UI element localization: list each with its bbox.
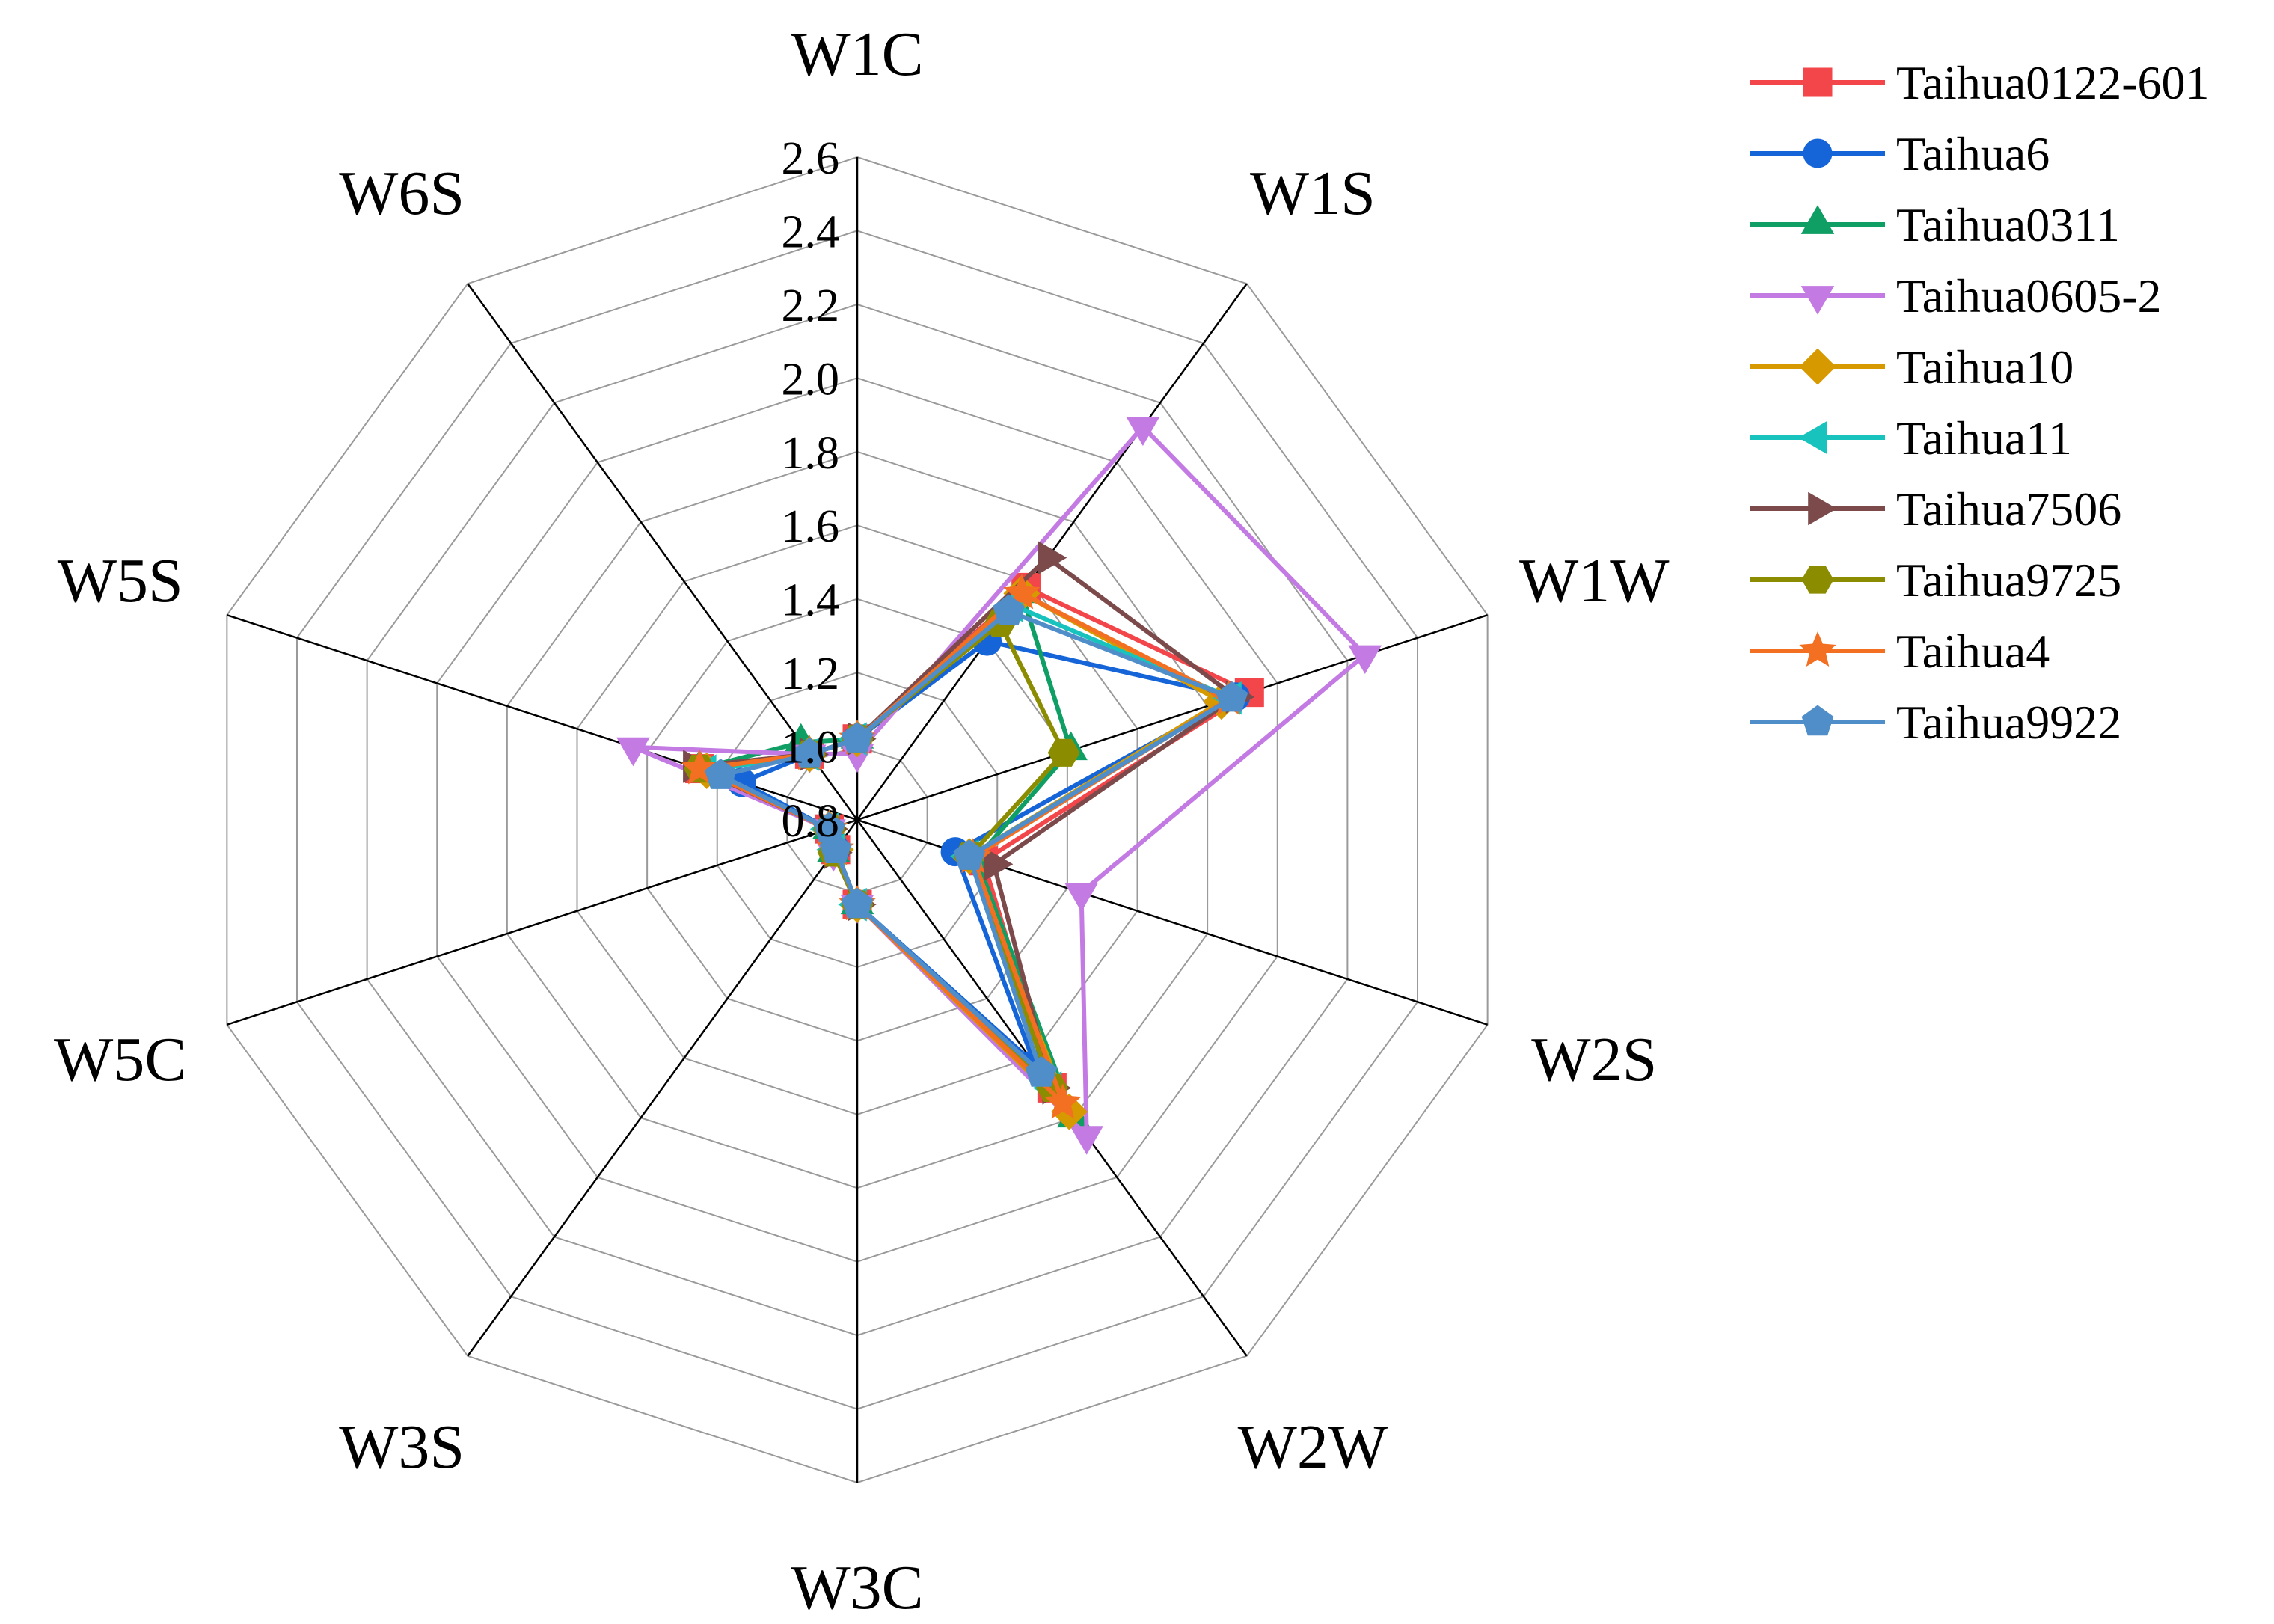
point-taihua4-w2w	[1044, 1083, 1082, 1119]
point-taihua9922-w1s	[993, 594, 1025, 625]
legend-marker-taihua7506	[1808, 491, 1837, 526]
axis-label-w5s: W5S	[58, 546, 183, 616]
legend-marker-taihua0311	[1800, 205, 1835, 234]
spoke-w5c	[226, 818, 858, 1026]
point-taihua0605-2-w5s	[616, 737, 650, 767]
radar-axis-labels: W1C W1S W1W W2S W2W W3C W3S W5C W5S W6S	[54, 19, 1670, 1623]
legend-marker-taihua0122-601	[1803, 67, 1833, 97]
tick-label-2-2: 2.2	[782, 281, 840, 331]
tick-label-1-0: 1.0	[782, 723, 840, 773]
legend-item-taihua9922: Taihua9922	[1750, 696, 2121, 749]
legend-item-taihua9725: Taihua9725	[1750, 554, 2121, 607]
tick-label-1-8: 1.8	[782, 428, 840, 479]
point-taihua9922-w1c	[841, 722, 874, 753]
point-taihua9922-w6s	[794, 737, 826, 768]
legend-item-taihua10: Taihua10	[1750, 340, 2074, 393]
legend-label-taihua9922: Taihua9922	[1896, 696, 2121, 749]
spoke-w5s	[226, 614, 858, 821]
legend-marker-taihua9725	[1801, 566, 1834, 594]
axis-label-w6s: W6S	[339, 159, 465, 228]
legend-item-taihua11: Taihua11	[1750, 411, 2072, 465]
legend-marker-taihua0605-2	[1800, 286, 1835, 315]
point-taihua0605-2-w2w	[1070, 1126, 1103, 1155]
legend-label-taihua11: Taihua11	[1896, 411, 2072, 465]
tick-label-1-2: 1.2	[782, 649, 840, 699]
point-taihua9922-w5s	[705, 759, 737, 789]
legend-label-taihua0311: Taihua0311	[1896, 198, 2120, 251]
point-taihua9922-w2s	[953, 839, 986, 870]
legend-label-taihua0605-2: Taihua0605-2	[1896, 269, 2162, 322]
legend: Taihua0122-601 Taihua6 Taihua0311 Taihua060…	[1750, 56, 2210, 749]
axis-label-w1w: W1W	[1519, 546, 1670, 616]
axis-label-w2w: W2W	[1238, 1412, 1388, 1482]
axis-label-w3c: W3C	[791, 1553, 923, 1623]
point-taihua0605-2-w2s	[1064, 883, 1098, 912]
point-taihua7506-w2s	[984, 848, 1014, 881]
legend-marker-taihua6	[1803, 138, 1833, 168]
legend-label-taihua10: Taihua10	[1896, 340, 2074, 393]
point-taihua9725-w1w	[1047, 738, 1080, 767]
tick-label-2-0: 2.0	[782, 354, 840, 405]
legend-item-taihua6: Taihua6	[1750, 127, 2050, 180]
legend-label-taihua7506: Taihua7506	[1896, 482, 2121, 536]
point-taihua9922-w2w	[1025, 1055, 1058, 1087]
axis-label-w2s: W2S	[1531, 1025, 1657, 1094]
tick-label-0-8: 0.8	[782, 796, 840, 847]
legend-marker-taihua10	[1799, 348, 1836, 385]
radar-series	[616, 417, 1382, 1155]
legend-label-taihua0122-601: Taihua0122-601	[1896, 56, 2210, 109]
series-taihua9922	[705, 594, 1248, 1087]
legend-label-taihua6: Taihua6	[1896, 127, 2050, 180]
point-taihua0605-2-w1s	[1126, 417, 1160, 447]
tick-label-1-6: 1.6	[782, 501, 840, 552]
point-taihua0605-2-w1w	[1348, 645, 1382, 675]
legend-item-taihua0311: Taihua0311	[1750, 198, 2120, 251]
spoke-w1w	[856, 614, 1489, 821]
tick-label-1-4: 1.4	[782, 575, 840, 626]
legend-item-taihua7506: Taihua7506	[1750, 482, 2121, 536]
legend-marker-taihua11	[1798, 420, 1827, 455]
legend-item-taihua0122-601: Taihua0122-601	[1750, 56, 2210, 109]
legend-marker-taihua4	[1799, 631, 1836, 667]
point-taihua9922-w1w	[1216, 681, 1248, 712]
tick-label-2-6: 2.6	[782, 133, 840, 184]
point-taihua7506-w1s	[1038, 541, 1067, 574]
tick-label-2-4: 2.4	[782, 206, 840, 257]
axis-label-w3s: W3S	[339, 1412, 465, 1482]
legend-label-taihua9725: Taihua9725	[1896, 554, 2121, 607]
axis-label-w1c: W1C	[791, 19, 923, 89]
point-taihua9922-w5c	[813, 812, 845, 843]
spoke-w3s	[467, 819, 859, 1357]
spoke-w6s	[467, 283, 859, 821]
axis-label-w5c: W5C	[54, 1025, 186, 1094]
legend-label-taihua4: Taihua4	[1896, 625, 2050, 678]
legend-item-taihua0605-2: Taihua0605-2	[1750, 269, 2162, 322]
legend-marker-taihua9922	[1801, 705, 1834, 736]
axis-label-w1s: W1S	[1250, 159, 1376, 228]
point-taihua9922-w3c	[841, 887, 874, 919]
legend-item-taihua4: Taihua4	[1750, 625, 2050, 678]
radar-tick-labels: 0.8 1.0 1.2 1.4 1.6 1.8 2.0 2.2 2.4 2.6	[782, 133, 840, 847]
